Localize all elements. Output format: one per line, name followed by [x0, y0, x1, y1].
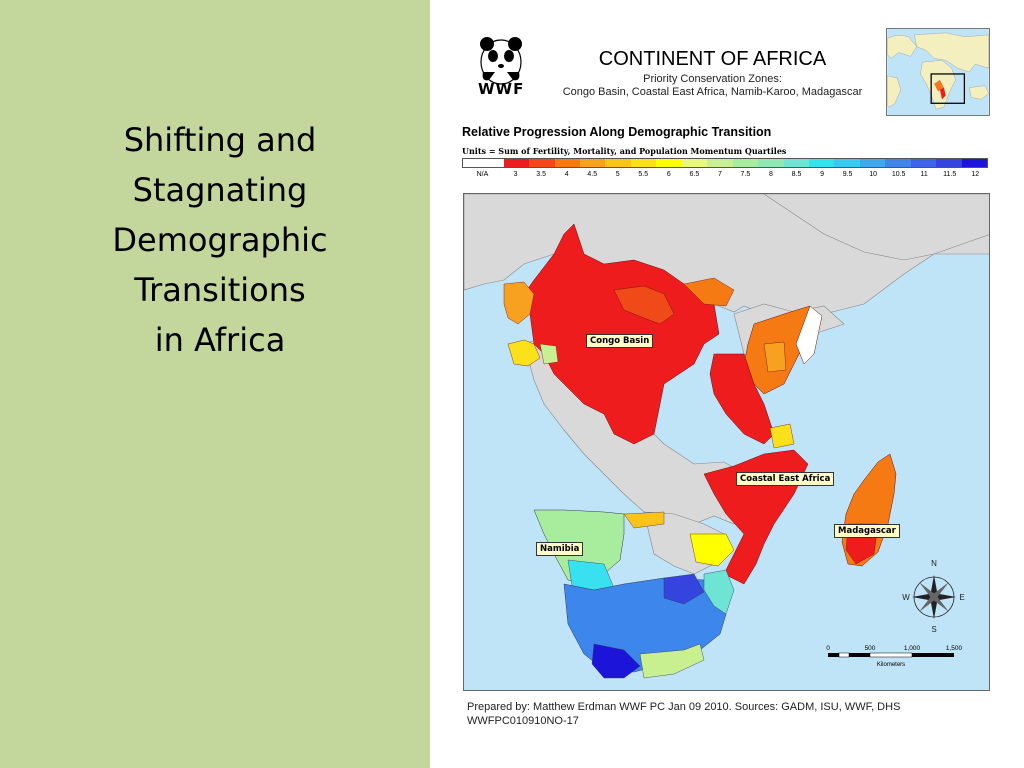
south-sudan-region [683, 277, 735, 307]
subtitle-line: Congo Basin, Coastal East Africa, Namib-… [562, 86, 863, 98]
legend-swatch [961, 159, 988, 167]
compass-e: E [959, 593, 964, 602]
legend-label: 7.5 [740, 171, 751, 178]
cameroon-west-region [503, 281, 535, 325]
legend-label: 3.5 [536, 171, 547, 178]
legend-swatch [758, 159, 784, 167]
legend-label: 9 [820, 171, 824, 178]
wwf-logo-text: WWF [478, 80, 525, 98]
legend-label: 10.5 [891, 171, 906, 178]
title-line: Transitions [134, 271, 306, 309]
legend-swatch [936, 159, 962, 167]
legend-swatch [681, 159, 708, 167]
legend-swatch [783, 159, 809, 167]
central-african-republic-region [613, 285, 675, 325]
credits-line: Prepared by: Matthew Erdman WWF PC Jan 0… [467, 701, 901, 713]
legend-swatch [885, 159, 911, 167]
legend-units: Units = Sum of Fertility, Mortality, and… [462, 146, 787, 156]
zimbabwe-region [689, 533, 735, 567]
subtitle-line: Priority Conservation Zones: [643, 73, 782, 85]
inset-world-map [886, 28, 990, 116]
caprivi-region [623, 511, 665, 529]
legend-title: Relative Progression Along Demographic T… [462, 125, 772, 139]
congo-basin-label: Congo Basin [586, 334, 654, 348]
legend-swatch [463, 159, 504, 167]
legend-swatch [503, 159, 530, 167]
scale-tick-label: 1,500 [946, 645, 963, 652]
legend-label: N/A [476, 171, 489, 178]
legend-label: 12 [971, 171, 980, 178]
legend-labels: N/A 3 3.5 4 4.5 5 5.5 6 6.5 7 7.5 8 8.5 9 9.5 10 10.5 11 1… [462, 171, 988, 181]
slide-title: Shifting and Stagnating Demographic Tran… [0, 115, 440, 365]
gauteng-region [663, 573, 705, 605]
legend-label: 6 [666, 171, 671, 178]
scale-tick-label: 1,000 [904, 645, 921, 652]
eastern-cape-region [639, 643, 705, 679]
legend-swatch [529, 159, 555, 167]
legend-label: 7 [717, 171, 722, 178]
legend-swatch [605, 159, 631, 167]
legend-swatch [910, 159, 937, 167]
dar-es-salaam-region [769, 423, 795, 449]
legend-label: 4.5 [587, 171, 598, 178]
legend-color-bar [462, 158, 988, 168]
tanzania-south-region [709, 353, 775, 445]
map-panel: WWF CONTINENT OF AFRICA Priority Conserv… [430, 0, 1024, 768]
title-line: Shifting and [123, 121, 317, 159]
map-title: CONTINENT OF AFRICA [598, 48, 827, 70]
legend-swatch [580, 159, 606, 167]
legend-swatch [859, 159, 886, 167]
africa-map: Congo Basin Coastal East Africa Namibia … [463, 193, 990, 691]
scale-bar: 0 500 1,000 1,500 Kilometers [826, 645, 963, 668]
legend-swatch [834, 159, 860, 167]
coastal-east-africa-label: Coastal East Africa [736, 472, 835, 486]
legend-label: 11.5 [943, 171, 957, 178]
legend-label: 4 [564, 171, 569, 178]
scale-tick-label: 0 [826, 645, 830, 652]
map-subtitle: Priority Conservation Zones: Congo Basin… [530, 73, 895, 99]
legend-swatch [707, 159, 733, 167]
title-line: Stagnating [132, 171, 308, 209]
legend-swatch [630, 159, 657, 167]
title-line: Demographic [112, 221, 328, 259]
legend-swatch [656, 159, 682, 167]
credits-line: WWFPC010910NO-17 [467, 715, 579, 727]
scale-tick-label: 500 [865, 645, 876, 652]
left-panel: Shifting and Stagnating Demographic Tran… [0, 0, 430, 768]
legend-label: 3 [513, 171, 518, 178]
legend-swatch [554, 159, 581, 167]
map-credits: Prepared by: Matthew Erdman WWF PC Jan 0… [467, 700, 900, 728]
compass-rose-icon: N S E W [902, 559, 964, 633]
legend-label: 8.5 [791, 171, 802, 178]
kenya-highlands-region [763, 341, 787, 373]
legend-label: 9.5 [842, 171, 853, 178]
western-cape-region [591, 643, 641, 679]
compass-s: S [931, 625, 936, 633]
compass-w: W [902, 593, 910, 602]
somalia-na-region [795, 305, 823, 365]
scale-unit: Kilometers [877, 662, 905, 668]
gabon-region [507, 339, 541, 367]
legend-label: 6.5 [689, 171, 700, 178]
legend-label: 11 [920, 171, 928, 178]
kwazulu-natal-region [703, 569, 735, 615]
legend-label: 5 [615, 171, 620, 178]
legend-label: 10 [869, 171, 877, 178]
legend-label: 5.5 [638, 171, 649, 178]
namibia-label: Namibia [536, 542, 584, 556]
arabia-land [763, 194, 989, 261]
legend-swatch [732, 159, 759, 167]
madagascar-label: Madagascar [834, 524, 900, 538]
legend-swatch [808, 159, 835, 167]
title-line: in Africa [154, 321, 286, 359]
congo-coast-region [539, 343, 559, 365]
legend-label: 8 [769, 171, 773, 178]
wwf-panda-logo [480, 37, 522, 85]
compass-n: N [931, 559, 937, 568]
